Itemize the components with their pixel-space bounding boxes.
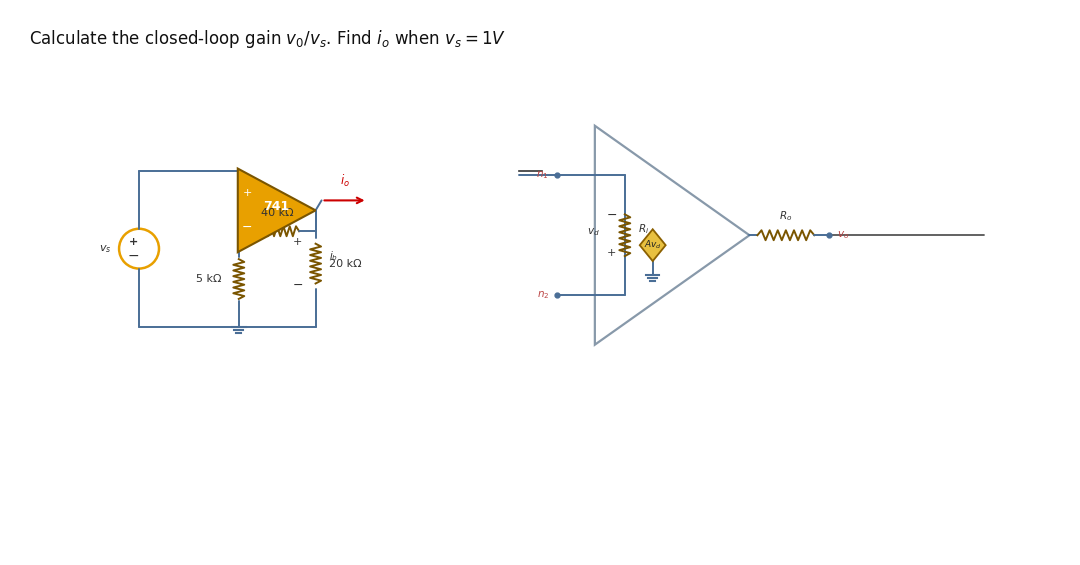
Text: 741: 741: [264, 199, 289, 212]
Text: +: +: [129, 237, 137, 247]
Text: $v_d$: $v_d$: [588, 227, 599, 238]
Text: −: −: [293, 279, 302, 292]
Text: $n_1$: $n_1$: [537, 169, 549, 181]
Text: 40 kΩ: 40 kΩ: [261, 208, 294, 218]
Text: $n_2$: $n_2$: [537, 289, 549, 301]
Text: 20 kΩ: 20 kΩ: [328, 259, 361, 268]
Text: $Av_d$: $Av_d$: [644, 239, 662, 251]
Polygon shape: [238, 168, 315, 252]
Text: +: +: [242, 188, 252, 198]
Text: −: −: [607, 209, 617, 222]
Text: 5 kΩ: 5 kΩ: [197, 274, 221, 284]
Text: $R_o$: $R_o$: [779, 210, 793, 223]
Polygon shape: [639, 229, 665, 261]
Text: −: −: [127, 249, 139, 263]
Text: $i_b$: $i_b$: [328, 249, 338, 263]
Text: $v_s$: $v_s$: [98, 243, 111, 255]
Text: −: −: [242, 221, 253, 234]
Text: $v_o$: $v_o$: [837, 229, 850, 241]
Text: $i_o$: $i_o$: [339, 173, 350, 189]
Text: +: +: [607, 248, 617, 258]
Text: Calculate the closed-loop gain $v_0/v_s$. Find $i_o$ when $v_s = 1V$: Calculate the closed-loop gain $v_0/v_s$…: [29, 28, 507, 50]
Text: $R_i$: $R_i$: [638, 223, 649, 236]
Text: +: +: [293, 237, 302, 247]
